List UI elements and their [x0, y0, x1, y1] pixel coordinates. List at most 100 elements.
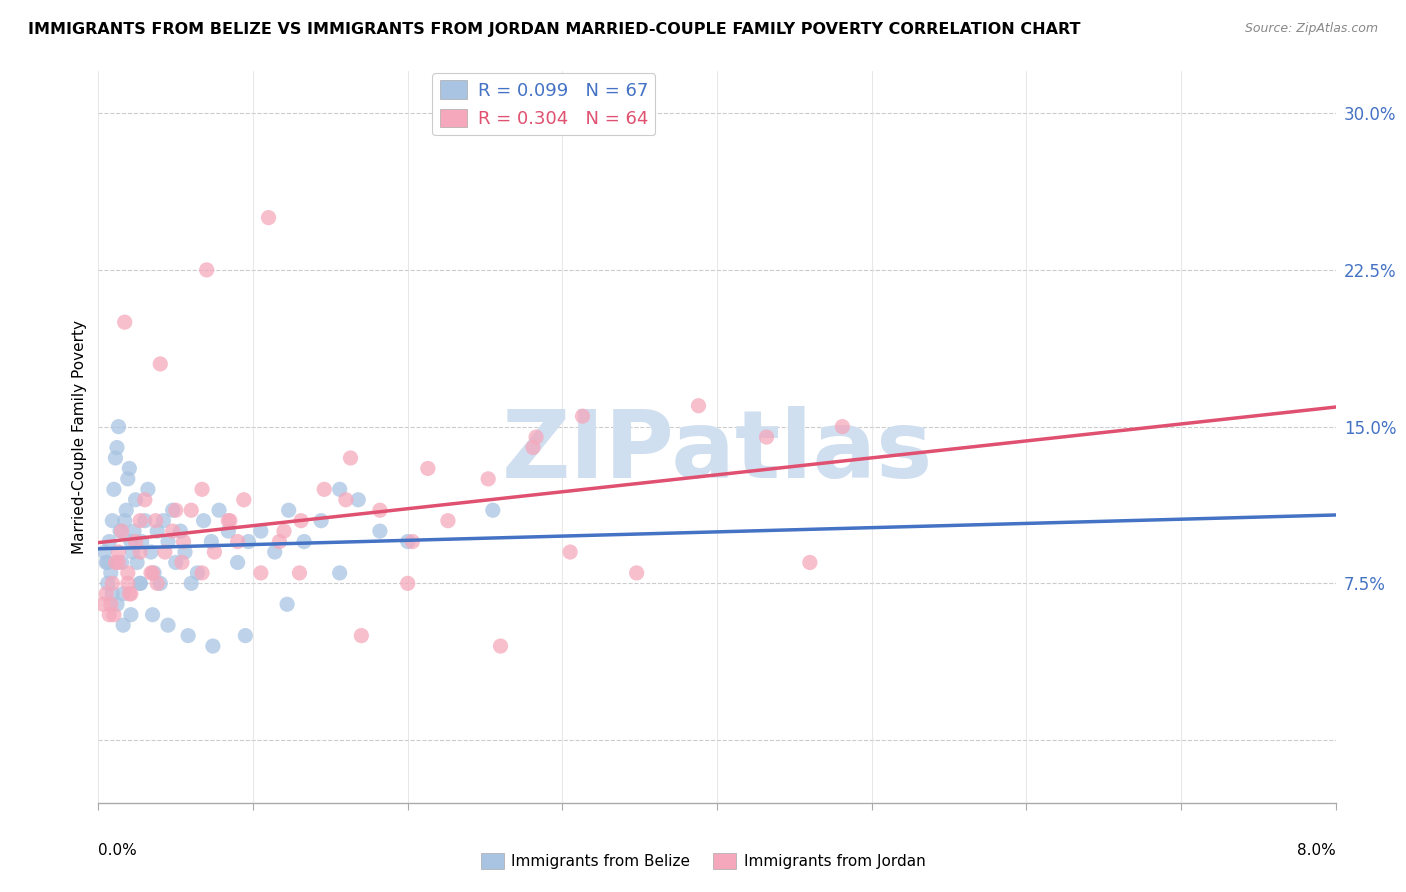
Text: 0.0%: 0.0% — [98, 843, 138, 858]
Point — [481, 503, 505, 517]
Point — [120, 607, 142, 622]
Point — [101, 587, 124, 601]
Point — [97, 576, 120, 591]
Point — [101, 576, 124, 591]
Point — [571, 409, 593, 424]
Point — [149, 576, 172, 591]
Text: Source: ZipAtlas.com: Source: ZipAtlas.com — [1244, 22, 1378, 36]
Point — [755, 430, 778, 444]
Point — [107, 556, 129, 570]
Legend: Immigrants from Belize, Immigrants from Jordan: Immigrants from Belize, Immigrants from … — [474, 847, 932, 875]
Point — [104, 450, 127, 465]
Point — [329, 566, 352, 580]
Point — [169, 524, 191, 538]
Point — [100, 566, 122, 580]
Point — [233, 629, 257, 643]
Point — [191, 483, 214, 497]
Point — [522, 441, 544, 455]
Point — [309, 514, 332, 528]
Point — [105, 597, 128, 611]
Point — [560, 545, 582, 559]
Point — [91, 597, 114, 611]
Point — [226, 556, 249, 570]
Point — [153, 545, 176, 559]
Point — [162, 524, 184, 538]
Point — [165, 503, 187, 517]
Point — [141, 607, 165, 622]
Y-axis label: Married-Couple Family Poverty: Married-Couple Family Poverty — [72, 320, 87, 554]
Point — [201, 639, 224, 653]
Point — [831, 419, 853, 434]
Point — [114, 315, 136, 329]
Point — [143, 566, 166, 580]
Point — [129, 576, 152, 591]
Point — [193, 514, 215, 528]
Point — [350, 629, 373, 643]
Point — [114, 514, 136, 528]
Point — [232, 492, 254, 507]
Point — [157, 534, 180, 549]
Point — [186, 566, 208, 580]
Text: ZIPatlas: ZIPatlas — [502, 406, 932, 498]
Point — [477, 472, 499, 486]
Point — [115, 503, 138, 517]
Point — [112, 587, 135, 601]
Point — [277, 503, 299, 517]
Point — [180, 576, 202, 591]
Point — [489, 639, 512, 653]
Point — [257, 211, 280, 225]
Point — [292, 534, 315, 549]
Point — [339, 450, 361, 465]
Point — [112, 618, 135, 632]
Point — [100, 597, 122, 611]
Point — [117, 566, 139, 580]
Point — [117, 472, 139, 486]
Point — [117, 576, 139, 591]
Point — [290, 514, 312, 528]
Point — [347, 492, 370, 507]
Point — [146, 576, 169, 591]
Point — [129, 545, 152, 559]
Point — [118, 461, 141, 475]
Point — [136, 483, 159, 497]
Point — [162, 503, 184, 517]
Point — [208, 503, 231, 517]
Point — [195, 263, 218, 277]
Point — [127, 556, 149, 570]
Point — [177, 629, 200, 643]
Point — [118, 587, 141, 601]
Point — [217, 524, 239, 538]
Point — [120, 587, 142, 601]
Point — [104, 556, 127, 570]
Point — [180, 503, 202, 517]
Point — [139, 566, 162, 580]
Point — [105, 441, 128, 455]
Point — [276, 597, 298, 611]
Point — [396, 576, 419, 591]
Point — [191, 566, 214, 580]
Point — [170, 556, 193, 570]
Point — [165, 556, 187, 570]
Point — [107, 419, 129, 434]
Point — [120, 534, 142, 549]
Point — [134, 514, 156, 528]
Point — [172, 534, 194, 549]
Point — [124, 534, 146, 549]
Point — [146, 524, 169, 538]
Point — [139, 545, 162, 559]
Point — [129, 576, 152, 591]
Point — [437, 514, 460, 528]
Point — [103, 483, 125, 497]
Point — [131, 534, 153, 549]
Point — [111, 556, 132, 570]
Point — [124, 492, 146, 507]
Point — [107, 545, 129, 559]
Point — [141, 566, 165, 580]
Point — [416, 461, 439, 475]
Point — [238, 534, 260, 549]
Point — [96, 556, 118, 570]
Point — [174, 545, 197, 559]
Point — [103, 607, 125, 622]
Point — [157, 618, 180, 632]
Point — [524, 430, 547, 444]
